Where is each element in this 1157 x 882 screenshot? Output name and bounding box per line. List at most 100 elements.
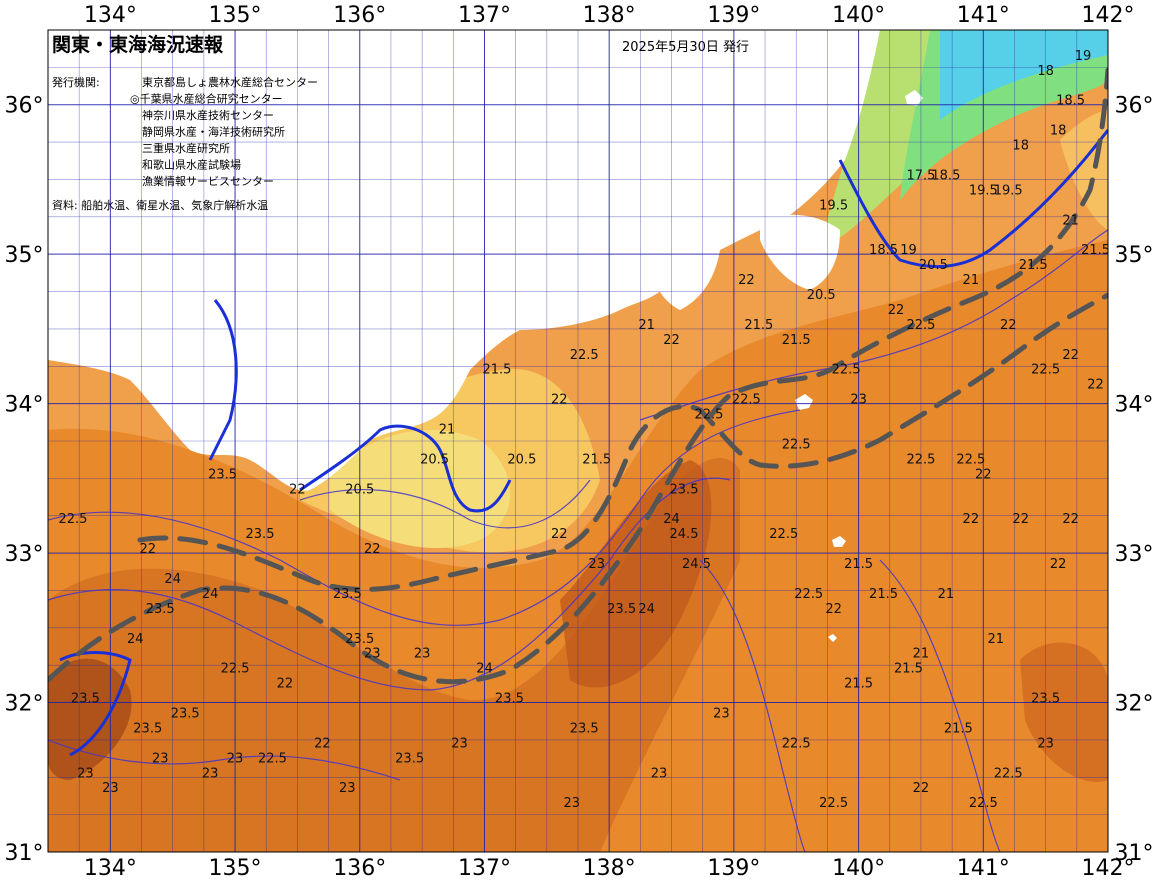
- isotherm-label: 21: [638, 318, 655, 333]
- isotherm-label: 23.5: [146, 602, 175, 617]
- isotherm-label: 22.5: [969, 796, 998, 811]
- isotherm-label: 22.5: [832, 363, 861, 378]
- isotherm-label: 24: [476, 662, 493, 677]
- isotherm-label: 22: [314, 736, 331, 751]
- isotherm-label: 22.5: [258, 751, 287, 766]
- longitude-tick-label: 140°: [832, 856, 885, 881]
- isotherm-label: 22: [888, 303, 905, 318]
- map-frame: [47, 29, 1109, 853]
- isotherm-label: 22: [913, 781, 930, 796]
- isotherm-label: 23: [364, 647, 381, 662]
- longitude-tick-label: 137°: [458, 856, 511, 881]
- isotherm-label: 18.5: [869, 243, 898, 258]
- cold-strip-east: [1060, 110, 1108, 230]
- isotherm-label: 23: [588, 557, 605, 572]
- island-miyake: [832, 536, 846, 547]
- isotherm-label: 21.5: [844, 677, 873, 692]
- longitude-tick-label: 137°: [458, 3, 511, 28]
- latitude-tick-label: 32°: [1115, 692, 1154, 717]
- isotherm-label: 22: [825, 602, 842, 617]
- isotherm-label: 22: [364, 542, 381, 557]
- isotherm-label: 21.5: [582, 452, 611, 467]
- isotherm-label: 22: [551, 393, 568, 408]
- longitude-tick-label: 134°: [84, 3, 137, 28]
- longitude-tick-label: 141°: [957, 856, 1010, 881]
- hot-core-mid: [560, 460, 712, 688]
- yellow-bay-zone: [330, 430, 510, 549]
- isotherm-label: 19: [900, 243, 917, 258]
- isotherm-label: 22.5: [794, 587, 823, 602]
- isotherm-label: 20.5: [807, 288, 836, 303]
- isotherm-label: 23: [414, 647, 431, 662]
- isotherm-label: 23.5: [1031, 692, 1060, 707]
- isotherm-label: 22: [277, 677, 294, 692]
- isotherm-label: 21.5: [844, 557, 873, 572]
- lat-lon-grid: [48, 30, 1108, 852]
- longitude-tick-label: 135°: [209, 856, 262, 881]
- agency-name: 三重県水産研究所: [142, 141, 230, 155]
- isotherm-label: 21: [938, 587, 955, 602]
- agency-list: 東京都島しょ農林水産総合センター ◎千葉県水産総合研究センター神奈川県水産技術セン…: [130, 75, 318, 188]
- isotherm-label: 22.5: [694, 408, 723, 423]
- isotherm-label: 23: [651, 766, 668, 781]
- island-east: [905, 90, 923, 106]
- agency-name: 神奈川県水産技術センター: [142, 108, 274, 122]
- issue-date: 2025年5月30日 発行: [622, 40, 749, 55]
- isotherm-label: 22.5: [819, 796, 848, 811]
- isotherm-label: 22: [551, 527, 568, 542]
- isotherm-label: 22: [139, 542, 156, 557]
- isotherm-label: 23: [1037, 736, 1054, 751]
- isotherm-label: 18.5: [1056, 94, 1085, 109]
- isotherm-label: 21: [987, 632, 1004, 647]
- isotherm-label: 22: [1000, 318, 1017, 333]
- isotherm-label: 23.5: [333, 587, 362, 602]
- isotherm-label: 23.5: [246, 527, 275, 542]
- agency-name: 東京都島しょ農林水産総合センター: [142, 75, 318, 89]
- isotherm-label: 22.5: [570, 348, 599, 363]
- isotherm-label: 23.5: [607, 602, 636, 617]
- isotherm-label: 21: [913, 647, 930, 662]
- map-title: 関東・東海海況速報: [52, 33, 224, 56]
- isotherm-label: 19.5: [969, 183, 998, 198]
- longitude-tick-label: 136°: [333, 3, 386, 28]
- isotherm-label: 24.5: [682, 557, 711, 572]
- latitude-tick-label: 35°: [1115, 243, 1154, 268]
- isotherm-label: 20.5: [919, 258, 948, 273]
- longitude-tick-label: 136°: [333, 856, 386, 881]
- agency-name: 和歌山県水産試験場: [142, 158, 241, 172]
- agency-name: 漁業情報サービスセンター: [142, 174, 274, 188]
- agencies-label: 発行機関:: [52, 75, 100, 89]
- longitude-tick-label: 139°: [707, 3, 760, 28]
- longitude-tick-label: 142°: [1082, 3, 1135, 28]
- isotherm-label: 22: [1062, 512, 1079, 527]
- land-kii-peninsula: [130, 300, 274, 455]
- isotherm-label: 21.5: [869, 587, 898, 602]
- isotherm-label: 21.5: [1019, 258, 1048, 273]
- isotherm-label: 23: [102, 781, 119, 796]
- warm-band-west: [48, 458, 740, 852]
- isotherm-label: 22: [289, 482, 306, 497]
- island-oshima: [795, 394, 813, 410]
- isotherm-label: 22: [738, 273, 755, 288]
- island-hachijo: [828, 634, 837, 642]
- latitude-tick-label: 33°: [1115, 542, 1154, 567]
- isotherm-label: 21: [963, 273, 980, 288]
- isotherm-label: 23: [227, 751, 244, 766]
- isotherm-label: 21.5: [782, 333, 811, 348]
- isotherm-label: 23: [339, 781, 356, 796]
- isotherm-label: 23: [152, 751, 169, 766]
- isotherm-label: 22.5: [906, 318, 935, 333]
- isotherm-label: 23: [563, 796, 580, 811]
- isotherm-label: 23: [202, 766, 219, 781]
- latitude-tick-label: 36°: [1115, 94, 1154, 119]
- latitude-tick-label: 35°: [5, 243, 44, 268]
- isotherm-label: 23.5: [208, 467, 237, 482]
- longitude-labels-top: 134° 135° 136° 137° 138° 139° 140° 141° 142°: [84, 3, 1135, 28]
- isotherm-label: 23: [713, 706, 730, 721]
- isotherm-label: 23.5: [495, 692, 524, 707]
- isotherm-label: 18.5: [931, 168, 960, 183]
- isotherm-label: 17.5: [906, 168, 935, 183]
- isotherm-label: 22.5: [994, 766, 1023, 781]
- latitude-labels-left: 31° 32° 33° 34° 35° 36°: [5, 94, 44, 866]
- isotherm-label: 21.5: [894, 662, 923, 677]
